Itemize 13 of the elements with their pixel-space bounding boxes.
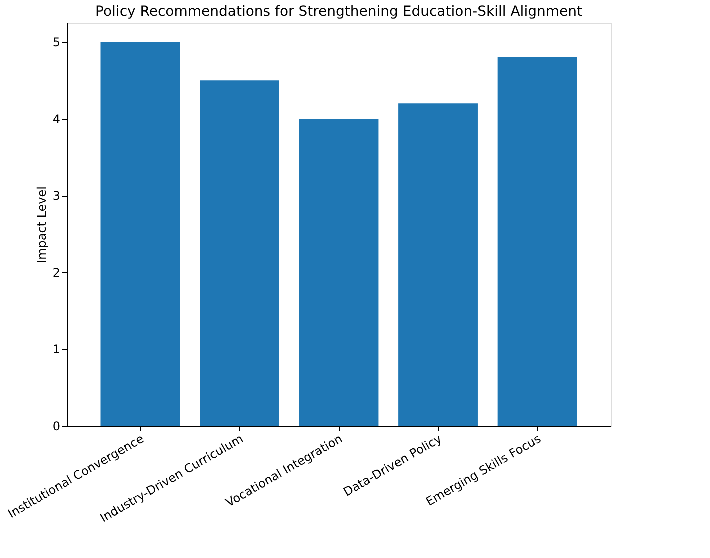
- bar: [498, 58, 578, 426]
- bar: [100, 42, 180, 426]
- y-tick-label: 2: [52, 266, 60, 280]
- y-tick-label: 1: [52, 342, 60, 357]
- y-tick-label: 0: [52, 420, 60, 434]
- y-tick-label: 5: [52, 36, 60, 50]
- y-tick-label: 3: [52, 189, 60, 204]
- chart-title: Policy Recommendations for Strengthening Education-Skill Alignment: [96, 4, 583, 20]
- bar: [398, 104, 478, 426]
- y-axis-title: Impact Level: [34, 186, 49, 264]
- y-tick-label: 4: [52, 112, 60, 126]
- bar: [200, 80, 280, 426]
- bar: [299, 118, 379, 426]
